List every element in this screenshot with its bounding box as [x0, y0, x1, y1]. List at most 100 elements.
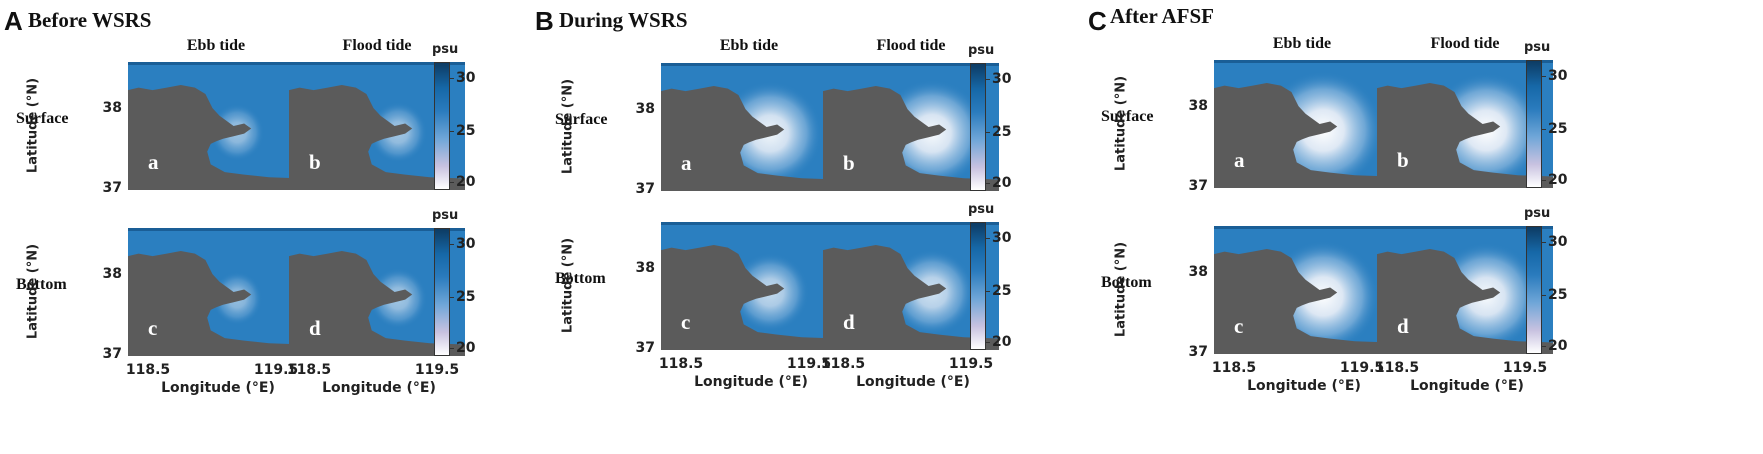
x-tick-119-5: 119.5	[1502, 360, 1548, 376]
x-tick-119-5: 119.5	[948, 356, 994, 372]
colorbar-tick-mark	[986, 183, 990, 184]
colorbar-tick: 20	[456, 174, 476, 190]
map-top-edge	[1377, 226, 1553, 229]
y-tick-37: 37	[102, 346, 122, 362]
colorbar-title: psu	[968, 202, 995, 217]
colorbar-title: psu	[1524, 206, 1551, 221]
subpanel-label: b	[309, 150, 321, 174]
map-top-edge	[823, 222, 999, 225]
x-axis-label: Longitude (°E)	[694, 374, 808, 390]
subpanel-label: d	[843, 310, 855, 334]
x-tick-118-5: 118.5	[1374, 360, 1420, 376]
column-title-ebb: Ebb tide	[1272, 35, 1332, 52]
subpanel-label: c	[1234, 314, 1244, 338]
colorbar-tick: 30	[1548, 234, 1568, 250]
land-mass	[289, 251, 465, 356]
land-mass	[128, 251, 304, 356]
subpanel-label: d	[309, 316, 321, 340]
column-title-ebb: Ebb tide	[186, 37, 246, 54]
colorbar-tick: 20	[1548, 338, 1568, 354]
x-tick-119-5: 119.5	[1339, 360, 1385, 376]
panel-a-title: Before WSRS	[28, 8, 152, 32]
colorbar-tick-mark	[986, 79, 990, 80]
y-axis-label: Latitude (°N)	[1113, 241, 1129, 338]
y-tick-38: 38	[102, 100, 122, 116]
colorbar-tick-mark	[1542, 346, 1546, 347]
land-mass	[128, 85, 304, 190]
panel-b-letter: B	[535, 6, 554, 36]
salinity-map	[661, 63, 837, 191]
x-tick-118-5: 118.5	[125, 362, 171, 378]
y-axis-label: Latitude (°N)	[25, 77, 41, 174]
x-tick-118-5: 118.5	[286, 362, 332, 378]
salinity-map	[1377, 226, 1553, 354]
colorbar-tick: 20	[992, 175, 1012, 191]
y-tick-38: 38	[102, 266, 122, 282]
y-tick-38: 38	[635, 260, 655, 276]
colorbar-tick: 30	[456, 70, 476, 86]
row-label-bottom: Bottom	[555, 270, 606, 287]
subpanel-label: a	[1234, 148, 1245, 172]
map-top-edge	[823, 63, 999, 66]
salinity-map	[823, 222, 999, 350]
colorbar-title: psu	[1524, 40, 1551, 55]
x-tick-118-5: 118.5	[658, 356, 704, 372]
subpanel-label: b	[1397, 148, 1409, 172]
column-title-flood: Flood tide	[1430, 35, 1500, 52]
colorbar-tick-mark	[450, 244, 454, 245]
salinity-map	[1377, 60, 1553, 188]
subpanel-label: a	[681, 151, 692, 175]
map-top-edge	[128, 228, 304, 231]
panel-b-title: During WSRS	[559, 8, 688, 32]
y-tick-37: 37	[1188, 344, 1208, 360]
x-tick-118-5: 118.5	[820, 356, 866, 372]
colorbar-tick-mark	[450, 297, 454, 298]
x-axis-label: Longitude (°E)	[322, 380, 436, 396]
salinity-map	[128, 228, 304, 356]
x-tick-119-5: 119.5	[253, 362, 299, 378]
y-tick-37: 37	[635, 181, 655, 197]
panel-c-title: After AFSF	[1110, 4, 1215, 28]
column-title-flood: Flood tide	[876, 37, 946, 54]
x-axis-label: Longitude (°E)	[856, 374, 970, 390]
colorbar	[434, 62, 450, 190]
colorbar-tick: 30	[456, 236, 476, 252]
colorbar	[970, 222, 986, 350]
y-tick-37: 37	[635, 340, 655, 356]
map-top-edge	[661, 63, 837, 66]
salinity-map	[661, 222, 837, 350]
map-top-edge	[289, 228, 465, 231]
colorbar-tick-mark	[1542, 129, 1546, 130]
y-axis-label: Latitude (°N)	[560, 237, 576, 334]
colorbar-tick-mark	[1542, 242, 1546, 243]
colorbar-tick-mark	[450, 348, 454, 349]
colorbar-tick: 25	[992, 124, 1012, 140]
land-mass	[661, 245, 837, 350]
y-tick-37: 37	[102, 180, 122, 196]
x-axis-label: Longitude (°E)	[161, 380, 275, 396]
colorbar-title: psu	[432, 42, 459, 57]
land-mass	[823, 245, 999, 350]
colorbar-tick-mark	[450, 78, 454, 79]
colorbar-title: psu	[432, 208, 459, 223]
panel-c-letter: C	[1088, 6, 1107, 36]
x-tick-119-5: 119.5	[786, 356, 832, 372]
land-mass	[1377, 83, 1553, 188]
x-axis-label: Longitude (°E)	[1247, 378, 1361, 394]
colorbar-tick-mark	[450, 182, 454, 183]
subpanel-label: c	[681, 310, 691, 334]
y-tick-38: 38	[1188, 264, 1208, 280]
colorbar-tick: 25	[1548, 287, 1568, 303]
row-label-surface: Surface	[1101, 108, 1154, 125]
y-axis-label: Latitude (°N)	[560, 78, 576, 175]
colorbar-tick: 30	[992, 230, 1012, 246]
colorbar-tick-mark	[986, 132, 990, 133]
colorbar	[1526, 226, 1542, 354]
colorbar	[434, 228, 450, 356]
y-axis-label: Latitude (°N)	[1113, 75, 1129, 172]
y-tick-38: 38	[1188, 98, 1208, 114]
salinity-map	[1214, 60, 1390, 188]
colorbar-tick: 30	[1548, 68, 1568, 84]
colorbar-tick-mark	[1542, 295, 1546, 296]
map-top-edge	[1377, 60, 1553, 63]
